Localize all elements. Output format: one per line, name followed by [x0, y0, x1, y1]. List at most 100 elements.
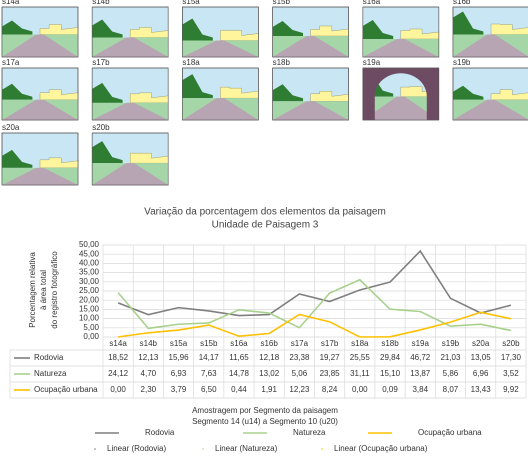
road — [362, 96, 439, 120]
table-cell: 29,84 — [380, 353, 401, 362]
x-tick-label: s19b — [442, 339, 460, 348]
thumbnail-label: s16a — [363, 0, 381, 6]
table-cell: 23,85 — [320, 369, 341, 378]
frame — [91, 67, 169, 121]
table-cell: 0,44 — [231, 385, 247, 394]
x-tick-label: s14b — [140, 339, 158, 348]
table-cell: 6,50 — [201, 385, 217, 394]
series-line — [117, 311, 512, 338]
legend-label: Linear (Ocupação urbana) — [334, 444, 428, 453]
vegetation — [2, 83, 33, 100]
table-cell: 5,06 — [292, 369, 308, 378]
frame — [452, 67, 528, 121]
table-cell: 13,87 — [410, 369, 431, 378]
thumbnail-label: s20a — [2, 123, 20, 132]
road — [453, 34, 528, 57]
thumbnail — [452, 67, 528, 121]
table-cell: 5,86 — [443, 369, 459, 378]
table-cell: 0,00 — [110, 385, 126, 394]
table-cell: 18,52 — [108, 353, 129, 362]
x-tick-label: s16a — [230, 339, 248, 348]
thumbnail-label: s14b — [92, 0, 110, 6]
table-cell: 8,07 — [443, 385, 459, 394]
vegetation — [362, 20, 394, 39]
thumbnail — [1, 132, 79, 186]
vegetation — [182, 74, 213, 99]
road — [272, 36, 349, 57]
x-tick-label: s17a — [291, 339, 309, 348]
vegetation — [2, 20, 33, 35]
x-axis-title: Amostragem por Segmento da paisagem — [192, 406, 338, 415]
x-tick-label: s16b — [260, 339, 278, 348]
table-cell: 11,65 — [229, 353, 249, 362]
y-tick-label: 15,00 — [79, 305, 100, 314]
table-cell: 8,24 — [322, 385, 338, 394]
vegetation — [272, 84, 303, 102]
table-cell: 6,93 — [171, 369, 187, 378]
frame — [91, 132, 169, 186]
frame — [452, 6, 528, 58]
table-cell: 17,30 — [501, 353, 522, 362]
table-cell: 2,30 — [141, 385, 157, 394]
y-tick-label: 10,00 — [79, 314, 100, 323]
road — [182, 40, 259, 57]
row-label: Ocupação urbana — [34, 385, 98, 394]
vegetation — [453, 85, 484, 100]
thumbnail-label: s15a — [182, 0, 200, 6]
x-tick-label: s19a — [412, 339, 430, 348]
table-cell: 9,92 — [503, 385, 519, 394]
vegetation — [272, 21, 303, 36]
y-tick-label: 30,00 — [79, 277, 100, 286]
y-axis-title: Porcentagem relativa — [28, 252, 37, 328]
frame — [272, 67, 349, 121]
y-tick-label: 45,00 — [79, 249, 100, 258]
frame — [1, 132, 79, 186]
thumbnail — [362, 67, 440, 121]
frame — [1, 67, 79, 121]
table-cell: 31,11 — [350, 369, 370, 378]
table-cell: 12,13 — [138, 353, 159, 362]
table-cell: 14,17 — [199, 353, 220, 362]
vegetation — [453, 11, 484, 35]
y-tick-label: 40,00 — [79, 259, 100, 268]
table-cell: 13,02 — [259, 369, 280, 378]
road — [362, 39, 439, 57]
thumbnail — [362, 6, 440, 58]
road — [2, 99, 78, 120]
thumbnail-label: s18b — [273, 58, 291, 67]
y-tick-label: 5,00 — [83, 323, 99, 332]
buildings — [490, 23, 528, 35]
legend-label: Linear (Natureza) — [215, 444, 278, 453]
thumbnail-label: s15b — [273, 0, 291, 6]
buildings — [490, 89, 528, 100]
y-tick-label: 20,00 — [79, 295, 100, 304]
thumbnail — [452, 6, 528, 58]
thumbnail — [182, 6, 259, 58]
vegetation — [182, 18, 213, 41]
road — [453, 99, 528, 120]
table-cell: 12,23 — [289, 385, 310, 394]
frame — [1, 6, 79, 58]
table-cell: 13,05 — [471, 353, 492, 362]
y-tick-label: 35,00 — [79, 268, 100, 277]
vegetation — [92, 82, 123, 103]
table-cell: 21,03 — [440, 353, 461, 362]
chart-subtitle: Unidade de Paisagem 3 — [212, 220, 319, 231]
table-cell: 25,55 — [350, 353, 371, 362]
y-tick-label: 50,00 — [79, 240, 100, 249]
row-label: Rodovia — [34, 353, 64, 362]
thumbnail — [91, 67, 169, 121]
thumbnail — [272, 67, 349, 121]
y-axis-title: à área total — [39, 270, 48, 310]
thumbnail — [1, 67, 79, 121]
vegetation — [2, 149, 33, 168]
table-cell: 24,12 — [108, 369, 129, 378]
x-tick-label: s17b — [321, 339, 339, 348]
frame — [272, 6, 349, 58]
x-tick-label: s15b — [200, 339, 218, 348]
road — [182, 98, 259, 120]
road — [2, 34, 78, 57]
legend-key — [202, 448, 204, 450]
legend-label: Ocupação urbana — [418, 428, 482, 437]
x-axis-title: Segmento 14 (u14) a Segmento 10 (u20) — [192, 417, 338, 426]
